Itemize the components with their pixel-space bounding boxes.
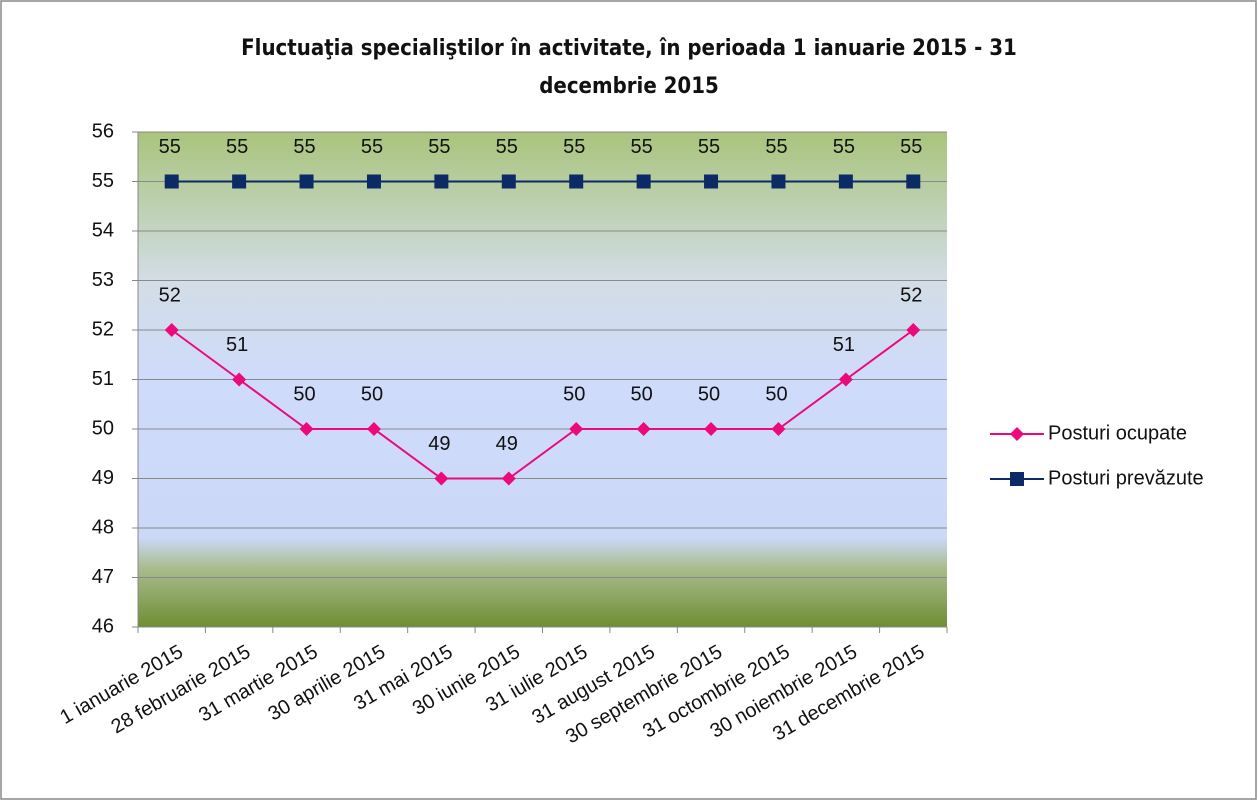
marker xyxy=(771,174,786,189)
marker xyxy=(636,174,651,189)
data-label: 52 xyxy=(900,284,922,306)
chart-title: Fluctuaţia specialiştilor în activitate,… xyxy=(241,36,1017,99)
marker xyxy=(704,422,719,436)
marker xyxy=(838,372,853,387)
data-label: 51 xyxy=(833,334,855,356)
marker xyxy=(569,174,584,189)
marker xyxy=(771,422,786,436)
data-label: 55 xyxy=(833,136,855,158)
data-label: 50 xyxy=(563,383,585,405)
data-label: 55 xyxy=(698,136,720,158)
data-label: 49 xyxy=(428,433,450,455)
y-tick-label: 47 xyxy=(92,566,114,588)
data-label: 55 xyxy=(293,136,315,158)
data-label: 50 xyxy=(293,383,315,405)
marker xyxy=(906,323,921,337)
marker xyxy=(232,372,247,387)
data-label: 50 xyxy=(765,383,787,405)
data-label: 51 xyxy=(226,334,248,356)
data-label: 55 xyxy=(159,136,181,158)
marker xyxy=(501,174,516,189)
marker xyxy=(906,174,921,189)
marker xyxy=(232,174,247,189)
data-label: 55 xyxy=(900,136,922,158)
marker xyxy=(569,422,584,436)
data-label: 52 xyxy=(159,284,181,306)
y-tick-label: 48 xyxy=(92,516,114,538)
y-tick-label: 52 xyxy=(92,318,114,340)
y-tick-label: 46 xyxy=(92,615,114,637)
legend-marker xyxy=(1010,472,1024,486)
series-line xyxy=(171,329,914,480)
data-label: 55 xyxy=(361,136,383,158)
marker xyxy=(164,323,179,337)
legend-label: Posturi ocupate xyxy=(1048,422,1187,444)
marker xyxy=(434,174,449,189)
y-tick-label: 55 xyxy=(92,170,114,192)
y-tick-label: 51 xyxy=(92,368,114,390)
data-label: 55 xyxy=(428,136,450,158)
y-tick-label: 54 xyxy=(92,219,114,241)
data-label: 50 xyxy=(361,383,383,405)
marker xyxy=(299,174,314,189)
data-label: 50 xyxy=(631,383,653,405)
data-label: 55 xyxy=(226,136,248,158)
marker xyxy=(636,422,651,436)
marker xyxy=(366,174,381,189)
marker xyxy=(434,471,449,486)
data-label: 55 xyxy=(631,136,653,158)
y-tick-label: 53 xyxy=(92,269,114,291)
legend-label: Posturi prevăzute xyxy=(1048,467,1204,489)
marker xyxy=(164,174,179,189)
marker xyxy=(704,174,719,189)
marker xyxy=(501,471,516,486)
data-label: 55 xyxy=(563,136,585,158)
marker xyxy=(299,422,314,436)
data-label: 55 xyxy=(496,136,518,158)
marker xyxy=(838,174,853,189)
y-tick-label: 56 xyxy=(92,120,114,142)
y-tick-label: 50 xyxy=(92,417,114,439)
data-label: 49 xyxy=(496,433,518,455)
y-tick-label: 49 xyxy=(92,467,114,489)
legend-marker xyxy=(1010,427,1024,441)
data-label: 50 xyxy=(698,383,720,405)
data-label: 55 xyxy=(765,136,787,158)
marker xyxy=(366,422,381,436)
